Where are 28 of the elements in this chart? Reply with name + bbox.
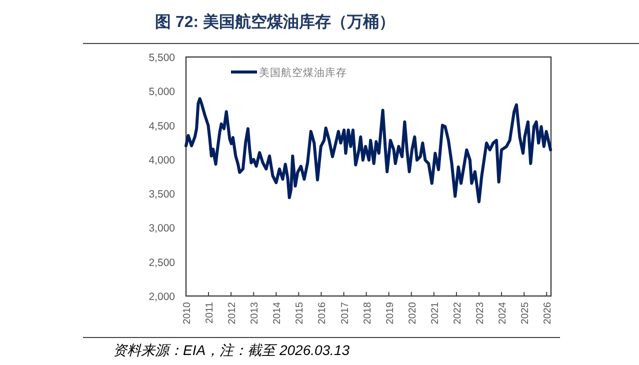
y-tick-label: 2,500 [148,256,176,269]
x-tick-label: 2011 [204,302,216,324]
x-tick-label: 2016 [317,302,328,324]
x-tick-label: 2019 [384,302,396,324]
x-tick-label: 2018 [362,302,374,324]
x-tick-label: 2017 [340,302,351,324]
text: 资料来源：EIA，注：截至 2026.03.13 [113,342,350,358]
x-tick-label: 2026 [542,302,554,324]
x-tick-label: 2010 [182,302,193,324]
x-tick-label: 2021 [430,302,441,324]
y-tick-label: 5,500 [148,52,176,64]
y-tick-label: 3,500 [148,188,176,201]
chart-title: 图 72: 美国航空煤油库存（万桶） [155,12,396,31]
x-tick-label: 2015 [294,302,306,324]
x-tick-label: 2023 [474,302,486,324]
y-tick-label: 3,000 [148,222,176,235]
x-tick-label: 2013 [250,302,261,324]
y-tick-label: 2,000 [148,291,176,303]
y-tick-label: 5,000 [148,86,176,98]
y-tick-label: 4,000 [148,154,176,166]
x-tick-label: 2012 [227,302,238,324]
x-tick-label: 2024 [498,302,509,324]
x-tick-label: 2025 [520,302,532,324]
x-tick-label: 2022 [452,302,464,324]
legend-label: 美国航空煤油库存 [259,66,347,79]
y-tick-label: 4,500 [148,120,176,132]
x-tick-label: 2014 [272,302,284,324]
x-tick-label: 2020 [407,302,418,324]
